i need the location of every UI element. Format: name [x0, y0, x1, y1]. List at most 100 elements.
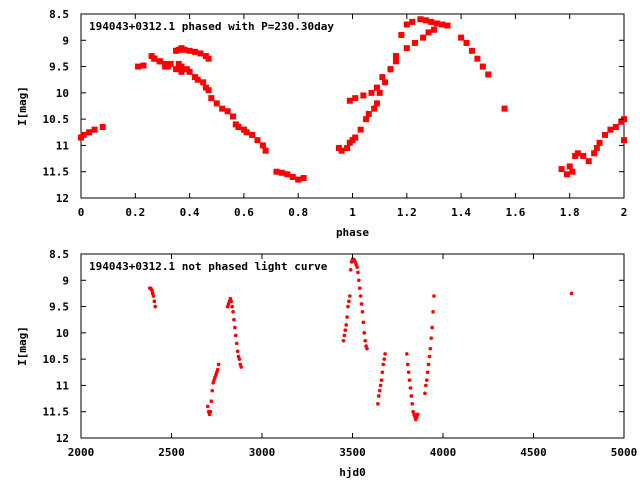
data-point — [205, 55, 212, 62]
data-point — [224, 108, 231, 115]
data-point — [352, 95, 359, 102]
data-point — [235, 349, 240, 354]
x-tick-label: 1.8 — [560, 206, 580, 219]
y-tick-label: 12 — [56, 432, 69, 445]
y-tick-label: 11 — [56, 139, 70, 152]
data-point — [422, 17, 429, 24]
data-point — [405, 352, 409, 356]
data-point — [233, 325, 237, 330]
data-point — [428, 346, 433, 351]
data-point — [361, 320, 366, 325]
data-point — [347, 294, 352, 298]
y-axis-label: I[mag] — [16, 326, 29, 366]
data-point — [215, 367, 220, 372]
data-point — [403, 21, 410, 28]
data-point — [273, 168, 280, 175]
data-point — [365, 110, 372, 117]
data-point — [387, 66, 394, 73]
data-point — [230, 304, 234, 309]
data-point — [468, 47, 475, 54]
y-ticks: 8.5 9 9.5 10 10.5 11 11.5 12 — [43, 248, 624, 445]
data-point — [153, 304, 158, 309]
y-tick-label: 8.5 — [49, 8, 69, 21]
data-point — [365, 346, 369, 351]
data-point — [439, 21, 446, 28]
data-point — [407, 378, 412, 382]
data-point — [194, 76, 201, 83]
data-point — [383, 352, 387, 356]
data-point — [295, 176, 302, 183]
data-point — [569, 168, 576, 175]
data-point — [373, 100, 380, 107]
data-point — [173, 66, 180, 73]
data-point — [205, 87, 212, 94]
data-point — [249, 131, 256, 138]
data-point — [362, 331, 367, 335]
y-tick-label: 11.5 — [43, 406, 70, 419]
data-point — [501, 105, 508, 112]
data-point — [80, 131, 87, 138]
data-point — [380, 370, 385, 375]
data-point — [415, 412, 420, 417]
data-point — [360, 92, 367, 99]
data-point — [373, 84, 380, 91]
x-tick-label: 2500 — [158, 446, 185, 459]
data-point — [420, 34, 427, 41]
data-point — [358, 294, 363, 298]
y-ticks: 8.5 9 9.5 10 10.5 11 11.5 12 — [43, 8, 624, 205]
y-tick-label: 9 — [62, 274, 69, 287]
data-point — [289, 173, 296, 180]
data-point — [431, 310, 435, 314]
data-point — [262, 147, 269, 154]
data-point — [344, 323, 348, 327]
data-point — [379, 378, 384, 382]
data-point — [186, 68, 193, 75]
x-tick-label: 4000 — [430, 446, 457, 459]
data-point — [381, 362, 386, 367]
unphased-light-curve-panel: 2000 2500 3000 3500 4000 4500 5000 8.5 9 9.5 10 10… — [16, 248, 637, 479]
data-point — [243, 129, 250, 136]
data-point — [213, 100, 220, 107]
data-point — [209, 399, 214, 404]
data-point — [230, 113, 237, 120]
data-point — [376, 89, 383, 96]
data-point — [359, 302, 364, 306]
data-point — [259, 142, 266, 149]
data-point — [208, 95, 215, 102]
data-point — [342, 333, 347, 338]
data-point — [382, 79, 389, 86]
data-point — [458, 34, 465, 41]
data-point — [424, 383, 428, 388]
data-point — [151, 55, 158, 62]
data-point — [368, 89, 375, 96]
data-point — [357, 126, 364, 133]
data-point — [208, 409, 213, 414]
data-point — [231, 310, 235, 314]
y-tick-label: 10.5 — [43, 353, 70, 366]
data-point — [432, 294, 436, 298]
data-point — [558, 166, 565, 173]
y-tick-label: 9.5 — [49, 301, 69, 314]
y-tick-label: 10.5 — [43, 113, 70, 126]
data-point — [197, 50, 204, 57]
y-axis-label: I[mag] — [16, 86, 29, 126]
data-point — [593, 145, 600, 152]
data-point — [357, 278, 361, 283]
data-point — [140, 62, 147, 69]
data-point — [429, 336, 434, 340]
y-tick-label: 9.5 — [49, 61, 69, 74]
data-point — [411, 39, 418, 46]
x-tick-label: 2000 — [68, 446, 95, 459]
data-point — [356, 270, 360, 275]
data-point — [363, 116, 370, 123]
x-axis-label: hjd0 — [339, 466, 366, 479]
data-point — [463, 39, 470, 46]
data-point — [585, 158, 592, 165]
data-point — [216, 362, 221, 367]
data-point — [427, 354, 432, 359]
x-tick-label: 1.6 — [505, 206, 525, 219]
data-point — [341, 338, 346, 343]
data-point — [352, 134, 359, 141]
data-point — [379, 74, 386, 81]
